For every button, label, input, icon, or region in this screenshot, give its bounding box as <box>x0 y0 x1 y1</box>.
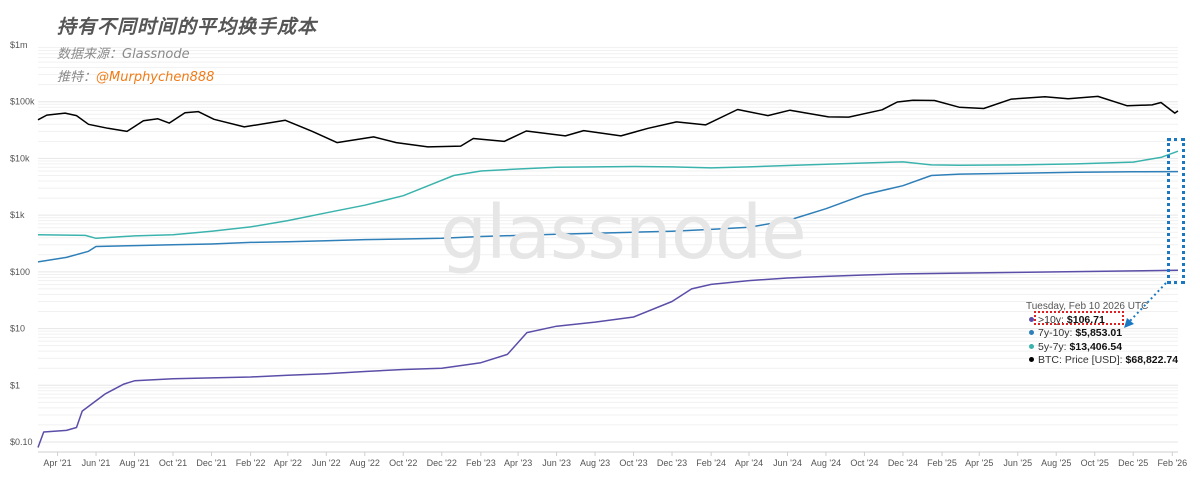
series-line <box>37 150 1179 240</box>
series-dot-icon <box>1029 330 1034 335</box>
grid-lines <box>38 47 1178 443</box>
x-tick-label: Oct '24 <box>850 458 878 468</box>
tooltip-label: >10y: <box>1038 313 1064 326</box>
data-source: 数据来源：Glassnode <box>57 47 190 62</box>
x-tick-label: Feb '24 <box>696 458 726 468</box>
x-tick-label: Apr '25 <box>965 458 993 468</box>
twitter-label: 推特： <box>57 70 97 85</box>
series-dot-icon <box>1029 343 1034 349</box>
y-tick-label: $1k <box>10 210 25 220</box>
tooltip-value: $106.71 <box>1066 313 1105 326</box>
chart-title: 持有不同时间的平均换手成本 <box>57 16 318 38</box>
x-tick-label: Apr '24 <box>735 458 763 468</box>
series-dot-icon <box>1029 357 1034 362</box>
y-tick-label: $0.10 <box>10 437 33 447</box>
twitter-credit: 推特：@Murphychen888 <box>57 66 214 85</box>
y-tick-label: $100k <box>10 97 35 107</box>
tooltip-label: 7y-10y: <box>1038 327 1073 339</box>
x-tick-label: Feb '22 <box>236 458 266 468</box>
x-tick-label: Dec '25 <box>1118 458 1148 468</box>
x-tick-label: Aug '22 <box>350 458 380 468</box>
x-tick-label: Apr '22 <box>274 458 302 468</box>
x-tick-label: Dec '21 <box>196 458 226 468</box>
watermark: glassnode <box>440 190 807 276</box>
tooltip-label: 5y-7y: <box>1038 340 1067 353</box>
tooltip-date: Tuesday, Feb 10 2026 UTC <box>1026 301 1149 312</box>
tooltip-row-btc-price: BTC: Price [USD]: $68,822.74 <box>1026 354 1178 368</box>
annotation-arrow <box>1128 282 1167 323</box>
x-tick-label: Feb '23 <box>466 458 496 468</box>
x-axis-ticks: Apr '21 Jun '21 Aug '21 Oct '21 Dec '21 Feb '… <box>38 451 1187 468</box>
tooltip: Tuesday, Feb 10 2026 UTC >10y: $106.71 7… <box>1026 300 1178 368</box>
y-tick-label: $100 <box>10 267 30 277</box>
y-tick-label: $1 <box>10 380 20 390</box>
series-dot-icon <box>1029 316 1034 322</box>
x-tick-label: Oct '22 <box>389 458 417 468</box>
series-lines <box>37 95 1179 448</box>
x-tick-label: Aug '23 <box>580 458 610 468</box>
x-tick-label: Jun '25 <box>1003 458 1032 468</box>
twitter-handle[interactable]: @Murphychen888 <box>96 70 215 85</box>
x-tick-label: Oct '25 <box>1081 458 1109 468</box>
x-tick-label: Jun '22 <box>312 458 341 468</box>
x-tick-label: Feb '25 <box>927 458 957 468</box>
x-tick-label: Aug '25 <box>1041 458 1071 468</box>
x-tick-label: Aug '24 <box>811 458 841 468</box>
series-line <box>37 170 1179 263</box>
x-tick-label: Dec '22 <box>427 458 457 468</box>
y-axis-ticks: $0.10 $1 $10 $100 $1k $10k $100k $1m <box>10 40 35 447</box>
y-tick-label: $10k <box>10 153 30 163</box>
series-line <box>37 95 1179 148</box>
tooltip-value: $68,822.74 <box>1125 354 1179 366</box>
x-tick-label: Dec '24 <box>888 458 918 468</box>
x-tick-label: Jun '24 <box>773 458 802 468</box>
x-tick-label: Oct '23 <box>619 458 647 468</box>
annotation-arrow-head <box>1124 318 1134 328</box>
x-tick-label: Jun '21 <box>82 458 111 468</box>
tooltip-row-7y-10y: 7y-10y: $5,853.01 <box>1026 327 1178 341</box>
tooltip-value: $5,853.01 <box>1075 327 1123 339</box>
tooltip-label: BTC: Price [USD]: <box>1038 354 1123 366</box>
tooltip-value: $13,406.54 <box>1069 340 1123 353</box>
x-tick-label: Apr '23 <box>504 458 532 468</box>
series-line <box>37 269 1179 448</box>
x-tick-label: Jun '23 <box>542 458 571 468</box>
x-tick-label: Dec '23 <box>657 458 687 468</box>
x-tick-label: Aug '21 <box>119 458 149 468</box>
y-tick-label: $1m <box>10 40 28 50</box>
x-tick-label: Feb '26 <box>1157 458 1187 468</box>
y-tick-label: $10 <box>10 324 25 334</box>
tooltip-row-10y: >10y: $106.71 <box>1026 314 1178 328</box>
x-tick-label: Oct '21 <box>159 458 187 468</box>
highlight-box-latest <box>1167 138 1185 284</box>
tooltip-row-5y-7y: 5y-7y: $13,406.54 <box>1026 341 1178 355</box>
highlight-box-10y <box>1034 311 1124 325</box>
x-tick-label: Apr '21 <box>43 458 71 468</box>
